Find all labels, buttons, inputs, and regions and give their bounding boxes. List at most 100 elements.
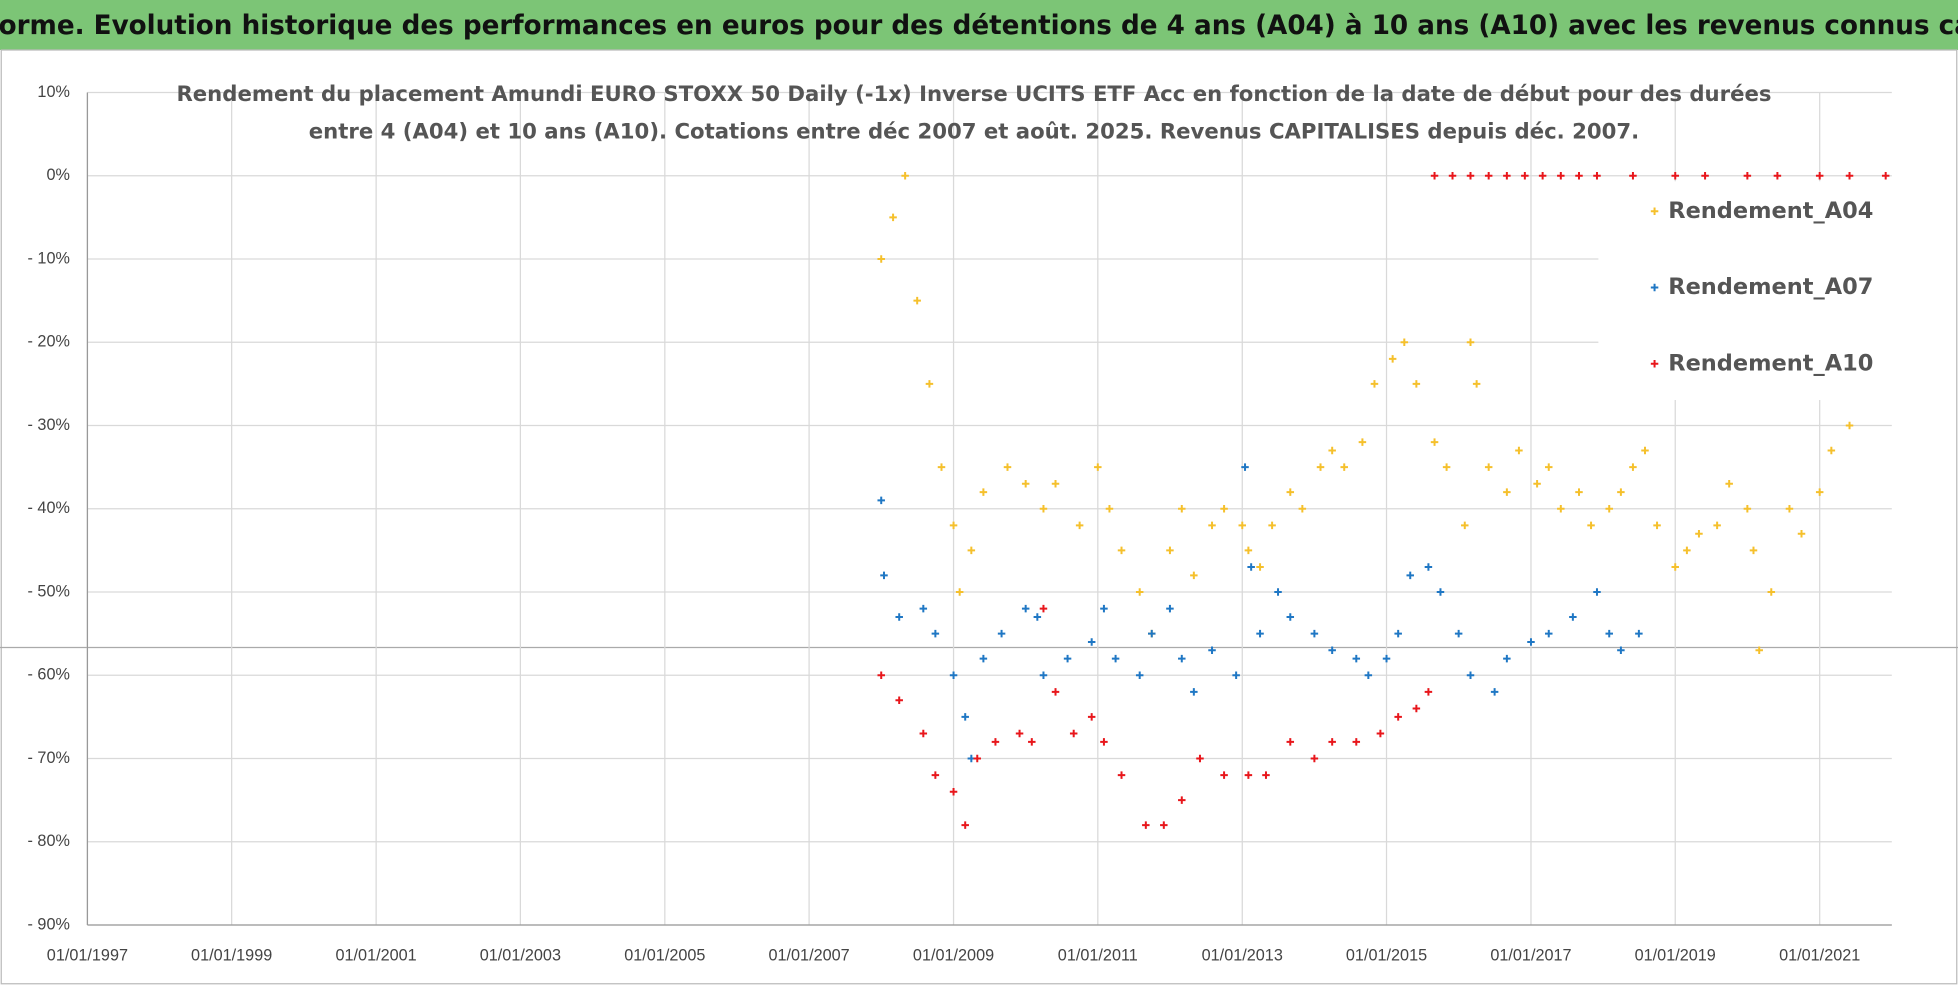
point — [1538, 172, 1547, 180]
point — [1364, 671, 1373, 679]
point — [1641, 446, 1649, 455]
point — [1166, 546, 1174, 555]
point — [1328, 646, 1336, 655]
point — [1190, 688, 1198, 696]
point — [1100, 738, 1108, 746]
point — [1244, 771, 1253, 779]
point — [1412, 704, 1421, 713]
point — [1256, 563, 1264, 571]
point — [1605, 505, 1613, 513]
point — [991, 738, 1000, 746]
point — [1238, 521, 1247, 530]
point — [961, 713, 969, 721]
point — [1015, 729, 1024, 738]
point — [913, 296, 921, 305]
point — [937, 463, 946, 471]
point — [973, 754, 982, 763]
legend-marker — [1650, 360, 1659, 368]
legend-label: Rendement_A10 — [1668, 350, 1873, 376]
point — [1605, 629, 1613, 638]
point — [1845, 421, 1854, 430]
point — [1521, 172, 1529, 180]
legend: Rendement_A04 Rendement_A07 Rendement_A10 — [1650, 198, 1873, 376]
point — [1503, 172, 1511, 180]
point — [1472, 380, 1481, 388]
point — [1117, 546, 1126, 555]
x-tick-label: 01/01/2007 — [768, 947, 849, 965]
point — [1021, 604, 1030, 613]
point — [1527, 638, 1535, 646]
point — [1448, 172, 1457, 180]
point — [877, 496, 885, 505]
point — [1593, 172, 1601, 180]
point — [1190, 571, 1198, 580]
y-tick-label: - 30% — [28, 416, 70, 434]
point — [1755, 646, 1763, 655]
point — [1244, 546, 1253, 555]
point — [1701, 172, 1709, 180]
point — [1671, 563, 1679, 571]
point — [1436, 588, 1445, 596]
y-tick-label: 10% — [37, 83, 69, 101]
y-tick-label: - 50% — [28, 582, 70, 600]
point — [1490, 688, 1499, 696]
legend-marker — [1650, 283, 1659, 292]
point — [1298, 505, 1307, 513]
point — [1039, 505, 1048, 513]
point — [1388, 355, 1397, 363]
legend-label: Rendement_A07 — [1668, 274, 1873, 300]
point — [1466, 172, 1475, 180]
point — [1683, 546, 1691, 555]
point — [1394, 713, 1402, 721]
x-tick-label: 01/01/1999 — [191, 947, 272, 965]
x-tick-label: 01/01/2011 — [1058, 947, 1138, 965]
point — [1725, 480, 1733, 488]
point — [1635, 629, 1643, 638]
point — [997, 629, 1006, 638]
point — [1466, 671, 1475, 679]
point — [1003, 463, 1012, 471]
point — [1743, 172, 1752, 180]
point — [1827, 446, 1836, 455]
y-tick-label: - 70% — [28, 749, 70, 767]
point — [1148, 629, 1156, 638]
point — [1087, 638, 1096, 646]
point — [1515, 446, 1523, 455]
x-tick-label: 01/01/2003 — [480, 947, 561, 965]
point — [1063, 654, 1072, 663]
point — [1075, 521, 1084, 530]
point — [967, 546, 976, 555]
plot-area: 10% 0% - 10% - 20% - 30% - 40% - 50% - 60% - 70%… — [28, 83, 1892, 965]
point — [1286, 488, 1295, 496]
point — [1111, 654, 1120, 663]
point — [1039, 604, 1048, 613]
point — [1533, 480, 1541, 488]
point — [1352, 654, 1361, 663]
point — [1370, 380, 1379, 388]
point — [895, 613, 903, 621]
point — [1695, 529, 1703, 538]
point — [1069, 729, 1078, 738]
point — [1241, 463, 1249, 471]
point — [1503, 654, 1511, 663]
x-tick-label: 01/01/2019 — [1635, 947, 1716, 965]
point — [1569, 613, 1577, 621]
point — [1629, 463, 1637, 471]
point — [1100, 604, 1108, 613]
y-tick-label: - 90% — [28, 915, 70, 933]
point — [1160, 821, 1168, 829]
point — [1220, 505, 1228, 513]
point — [1743, 505, 1752, 513]
point — [880, 571, 888, 580]
point — [1845, 172, 1854, 180]
point — [1587, 521, 1595, 530]
point — [1412, 380, 1421, 388]
point — [1051, 688, 1060, 696]
point — [1247, 563, 1255, 571]
point — [1557, 172, 1565, 180]
point — [1051, 480, 1060, 488]
point — [1557, 505, 1565, 513]
point — [1117, 771, 1126, 779]
point — [1749, 546, 1758, 555]
point — [1454, 629, 1463, 638]
